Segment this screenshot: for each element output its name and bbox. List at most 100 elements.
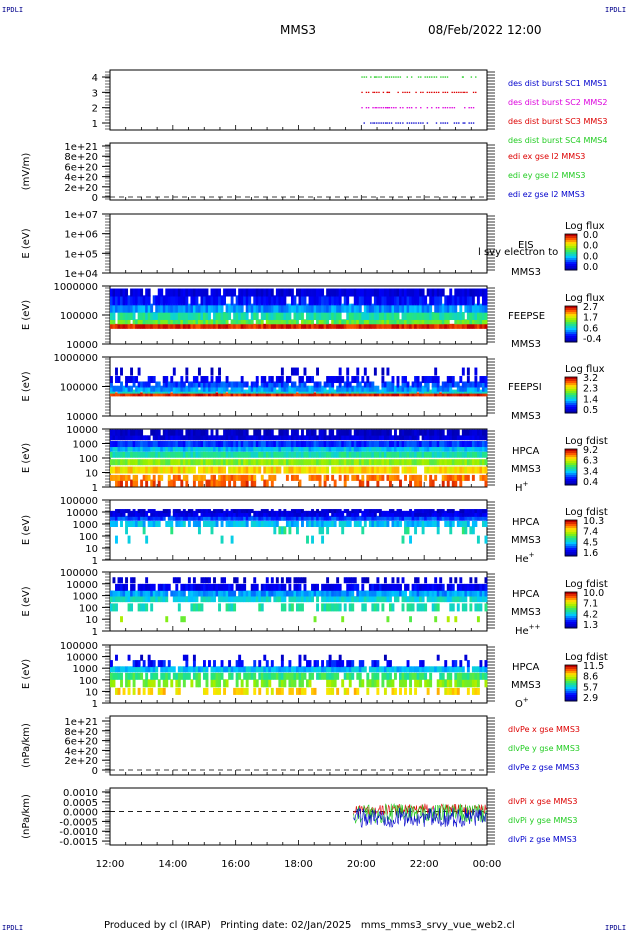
spectrum-cell: [466, 515, 470, 521]
species-label: H+: [515, 480, 529, 494]
spectrum-cell: [434, 466, 438, 474]
spectrum-cell: [361, 590, 365, 597]
spectrum-cell: [303, 510, 307, 517]
spectrum-cell: [205, 509, 209, 514]
spectrum-cell: [125, 666, 128, 673]
spectrum-cell: [301, 435, 304, 441]
spectrum-cell: [195, 385, 199, 392]
spectrum-cell: [436, 451, 440, 458]
spectrum-cell: [356, 319, 360, 325]
spectrum-cell: [122, 303, 126, 313]
spectrum-cell: [228, 521, 232, 527]
spectrum-cell: [117, 288, 121, 297]
spectrum-cell: [358, 435, 362, 441]
spectrum-cell: [285, 385, 289, 392]
spectrum-cell: [197, 590, 201, 597]
spectrum-cell: [441, 474, 445, 481]
y-tick-label: 100: [79, 603, 98, 614]
spectrum-cell: [464, 474, 468, 481]
colorbar-cell: [565, 340, 577, 343]
spectrum-cell: [414, 376, 418, 384]
spectrum-cell: [431, 515, 435, 521]
spectrum-cell: [381, 596, 385, 603]
spectrum-cell: [228, 303, 232, 313]
spectrum-cell: [145, 577, 149, 584]
spectrum-cell: [378, 583, 382, 591]
spectrum-cell: [135, 521, 139, 527]
spectrum-cell: [110, 323, 113, 329]
spectrum-cell: [200, 385, 204, 392]
spectrum-cell: [125, 392, 128, 397]
spectrum-cell: [451, 596, 455, 603]
spectrum-cell: [338, 435, 342, 441]
spectrum-cell: [145, 385, 149, 392]
spectrum-cell: [466, 583, 470, 591]
spectrum-cell: [474, 288, 478, 297]
spectrum-cell: [147, 509, 151, 514]
spectrum-cell: [429, 459, 433, 466]
spectrum-cell: [145, 435, 149, 441]
spectrum-cell: [444, 312, 448, 320]
spectrum-cell: [298, 446, 302, 452]
spectrum-cell: [328, 603, 332, 612]
spectrum-cell: [260, 303, 264, 313]
spectrum-cell: [456, 521, 460, 527]
spectrum-cell: [356, 312, 360, 320]
spectrum-cell: [426, 583, 430, 591]
spectrum-cell: [225, 392, 229, 397]
spectrum-cell: [112, 446, 116, 452]
spectrum-cell: [120, 319, 123, 325]
spectrum-cell: [288, 526, 292, 535]
spectrum-cell: [421, 385, 425, 392]
spectrum-cell: [311, 590, 314, 597]
spectrum-cell: [481, 385, 485, 392]
spectrum-cell: [484, 583, 488, 591]
spectrum-cell: [258, 446, 262, 452]
spectrum-cell: [202, 303, 206, 313]
spectrum-cell: [253, 660, 257, 668]
spectrum-cell: [421, 303, 425, 313]
spectrum-cell: [293, 303, 297, 313]
colorbar-title: Log fdist: [565, 436, 608, 447]
spectrum-cell: [454, 510, 458, 517]
spectrum-cell: [459, 521, 463, 527]
spectrum-cell: [454, 295, 458, 306]
spectrum-cell: [394, 385, 397, 392]
spectrum-cell: [331, 590, 335, 597]
spectrum-cell: [147, 312, 151, 320]
spectrum-cell: [263, 510, 267, 517]
spectrum-cell: [255, 288, 259, 297]
spectrum-cell: [434, 603, 438, 612]
spectrum-cell: [333, 323, 337, 329]
spectrum-cell: [112, 679, 116, 688]
spectrum-cell: [308, 429, 312, 436]
spectrum-cell: [331, 446, 335, 452]
spectrum-cell: [444, 441, 448, 448]
spectrum-cell: [451, 435, 455, 441]
spectrum-cell: [110, 679, 113, 688]
spectrum-cell: [396, 515, 400, 521]
spectrum-cell: [142, 603, 146, 612]
spectrum-cell: [476, 510, 480, 517]
spectrum-cell: [117, 666, 121, 673]
spectrum-cell: [165, 521, 169, 527]
spectrum-cell: [278, 312, 282, 320]
spectrum-cell: [127, 590, 131, 597]
spectrum-cell: [316, 509, 320, 514]
spectrum-cell: [439, 435, 443, 441]
spectrum-cell: [441, 451, 445, 458]
spectrum-cell: [368, 385, 372, 392]
spectrum-cell: [461, 510, 465, 517]
y-tick-label: 1000: [73, 592, 98, 603]
spectrum-cell: [366, 323, 370, 329]
spectrum-cell: [245, 672, 249, 680]
spectrum-cell: [278, 672, 282, 680]
spectrum-cell: [245, 389, 249, 394]
spectrum-cell: [117, 323, 121, 329]
spectrum-cell: [268, 323, 272, 329]
spectrum-cell: [436, 603, 440, 612]
species-charge: ++: [529, 623, 541, 631]
spectrum-cell: [356, 466, 360, 474]
y-axis-label: E (eV): [21, 586, 32, 616]
